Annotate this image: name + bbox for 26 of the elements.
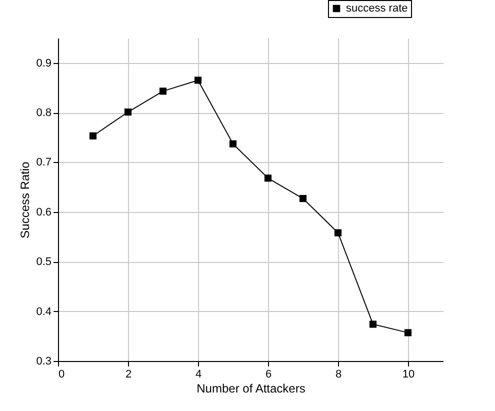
point — [334, 229, 342, 236]
point — [124, 108, 132, 116]
y-tick-label: 0.3 — [36, 356, 52, 368]
y-tick-label: 0.4 — [36, 306, 52, 318]
x-axis-title: Number of Attackers — [196, 382, 306, 396]
x-tick-label: 4 — [195, 368, 202, 380]
x-tick-label: 0 — [58, 368, 65, 380]
legend-label: success rate — [346, 2, 408, 14]
y-tick-label: 0.9 — [36, 57, 52, 70]
x-tick-label: 2 — [125, 368, 132, 380]
y-axis-title: Success Ratio — [18, 161, 32, 238]
y-tick-label: 0.6 — [36, 206, 52, 218]
y-tick-label: 0.8 — [36, 107, 52, 120]
point — [404, 329, 412, 336]
point — [229, 140, 237, 148]
point — [159, 88, 167, 95]
x-tick-label: 10 — [402, 368, 415, 380]
point — [194, 76, 202, 84]
point — [264, 174, 272, 182]
y-tick-label: 0.7 — [36, 156, 52, 169]
y-tick-label: 0.5 — [36, 256, 52, 268]
point — [89, 132, 97, 140]
x-tick-label: 6 — [265, 368, 272, 380]
point — [369, 320, 377, 328]
x-tick-label: 8 — [335, 368, 342, 380]
point — [299, 194, 307, 202]
